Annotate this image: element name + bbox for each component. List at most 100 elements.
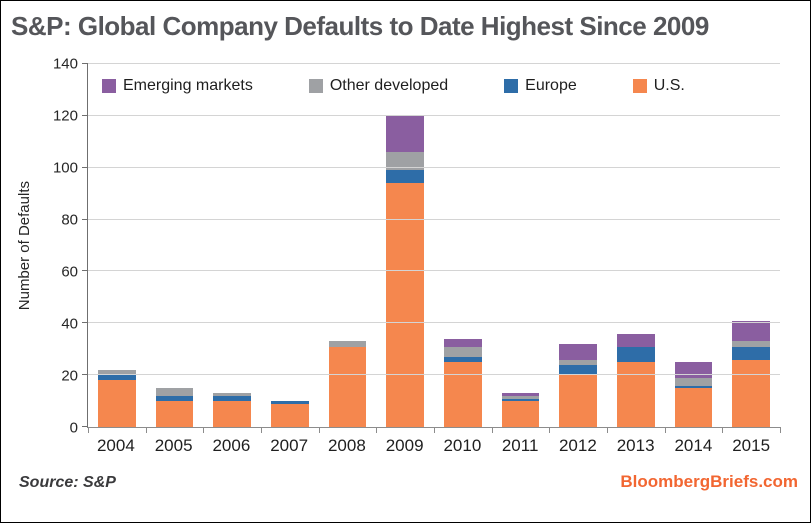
bar-segment-emerging-markets-2014 [674,362,713,378]
legend-swatch-europe-icon [504,79,519,93]
legend-swatch-u-s-icon [632,79,647,93]
bar-cell-2007 [261,64,319,427]
bar-segment-emerging-markets-2009 [386,115,424,153]
gridline-120 [88,114,780,116]
bar-cell-2013 [607,64,665,427]
bar-segment-europe-2015 [732,346,770,360]
legend-label-europe: Europe [525,77,577,94]
bar-2005 [155,64,194,427]
bar-cell-2012 [549,64,607,427]
bar-segment-other-developed-2008 [328,341,367,347]
bar-segment-other-developed-2004 [98,370,136,376]
y-tick-label-80: 80 [61,211,78,229]
bar-segment-europe-2004 [98,375,136,381]
bar-2014 [674,64,713,427]
legend-swatch-other-developed-icon [308,79,323,93]
bar-segment-europe-2009 [386,170,424,184]
bar-segment-other-developed-2014 [674,377,713,386]
bar-cell-2008 [319,64,377,427]
legend-item-emerging-markets: Emerging markets [102,77,253,95]
plot-area: Emerging markets Other developed Europe U.S… [82,63,781,433]
bar-segment-emerging-markets-2011 [501,393,540,396]
bar-segment-europe-2005 [155,395,194,402]
y-tick-label-0: 0 [69,419,78,437]
bar-2004 [98,64,136,427]
bar-segment-europe-2013 [617,346,655,363]
x-label-2015: 2015 [732,436,771,455]
x-label-2007: 2007 [270,436,309,455]
x-label-2005: 2005 [154,436,193,455]
y-tick-mark-140 [82,63,88,64]
bar-segment-u-s-2014 [674,388,713,427]
x-tick-mark-4 [318,427,320,433]
y-tick-label-100: 100 [52,159,78,177]
bar-segment-u-s-2015 [732,359,770,427]
bar-cell-2005 [146,64,204,427]
y-tick-mark-0 [82,426,88,427]
legend-label-emerging-markets: Emerging markets [123,77,253,94]
bar-cell-2014 [665,64,723,427]
y-tick-mark-20 [82,374,88,376]
bar-segment-u-s-2011 [501,401,540,427]
y-axis-title: Number of Defaults [15,181,33,311]
bar-segment-u-s-2006 [213,401,251,427]
y-tick-mark-120 [82,114,88,116]
footer: Source: S&P BloombergBriefs.com [9,472,802,492]
x-tick-mark-11 [722,427,724,433]
bar-segment-other-developed-2015 [732,341,770,347]
x-tick-mark-8 [549,427,551,433]
x-label-2009: 2009 [385,436,424,455]
bar-2012 [559,64,597,427]
y-axis-title-column: Number of Defaults [9,64,39,428]
bar-segment-u-s-2008 [328,346,367,427]
bar-segment-emerging-markets-2010 [444,338,482,347]
bar-2009 [386,64,424,427]
y-tick-label-20: 20 [61,367,78,385]
x-label-2008: 2008 [327,436,366,455]
bar-2015 [732,64,770,427]
x-label-2014: 2014 [674,436,713,455]
bar-2010 [444,64,482,427]
legend-label-u-s: U.S. [653,77,685,94]
bar-segment-u-s-2004 [98,380,136,427]
y-tick-mark-100 [82,166,88,168]
legend: Emerging markets Other developed Europe U.S… [102,77,780,95]
bar-cell-2011 [492,64,550,427]
y-tick-mark-40 [82,322,88,324]
bar-segment-other-developed-2011 [501,395,540,399]
bar-segment-other-developed-2005 [155,388,194,396]
x-tick-mark-10 [664,427,666,433]
plot-column: Emerging markets Other developed Europe U.S… [82,63,781,456]
x-label-2013: 2013 [616,436,655,455]
bar-segment-europe-2007 [271,401,309,404]
x-label-2010: 2010 [443,436,482,455]
branding-link[interactable]: BloombergBriefs.com [620,472,798,491]
bar-2007 [271,64,309,427]
legend-label-other-developed: Other developed [329,77,449,94]
legend-item-u-s: U.S. [632,77,685,95]
x-tick-mark-0 [88,427,89,433]
bar-segment-other-developed-2009 [386,152,424,171]
y-tick-label-60: 60 [61,263,78,281]
bar-segment-u-s-2012 [559,375,597,427]
bar-segment-u-s-2009 [386,183,424,427]
bar-cell-2010 [434,64,492,427]
x-tick-mark-6 [434,427,435,433]
bar-segment-u-s-2013 [617,362,655,427]
bar-2006 [213,64,251,427]
x-tick-mark-12 [780,427,781,433]
bar-2013 [617,64,655,427]
chart-area: Number of Defaults 0 20 40 60 80 100 120 140 Em… [9,56,802,456]
x-tick-mark-9 [607,427,608,433]
bar-segment-europe-2006 [213,395,251,402]
x-label-2006: 2006 [212,436,251,455]
bar-cell-2009 [376,64,434,427]
x-label-2011: 2011 [501,436,539,455]
bar-segment-u-s-2007 [271,403,309,427]
bar-segment-u-s-2010 [444,362,482,427]
y-axis-tick-labels: 0 20 40 60 80 100 120 140 [39,56,87,437]
y-tick-mark-60 [82,270,88,272]
x-tick-mark-5 [376,427,378,433]
y-tick-mark-80 [82,218,88,220]
y-tick-label-120: 120 [52,107,78,125]
